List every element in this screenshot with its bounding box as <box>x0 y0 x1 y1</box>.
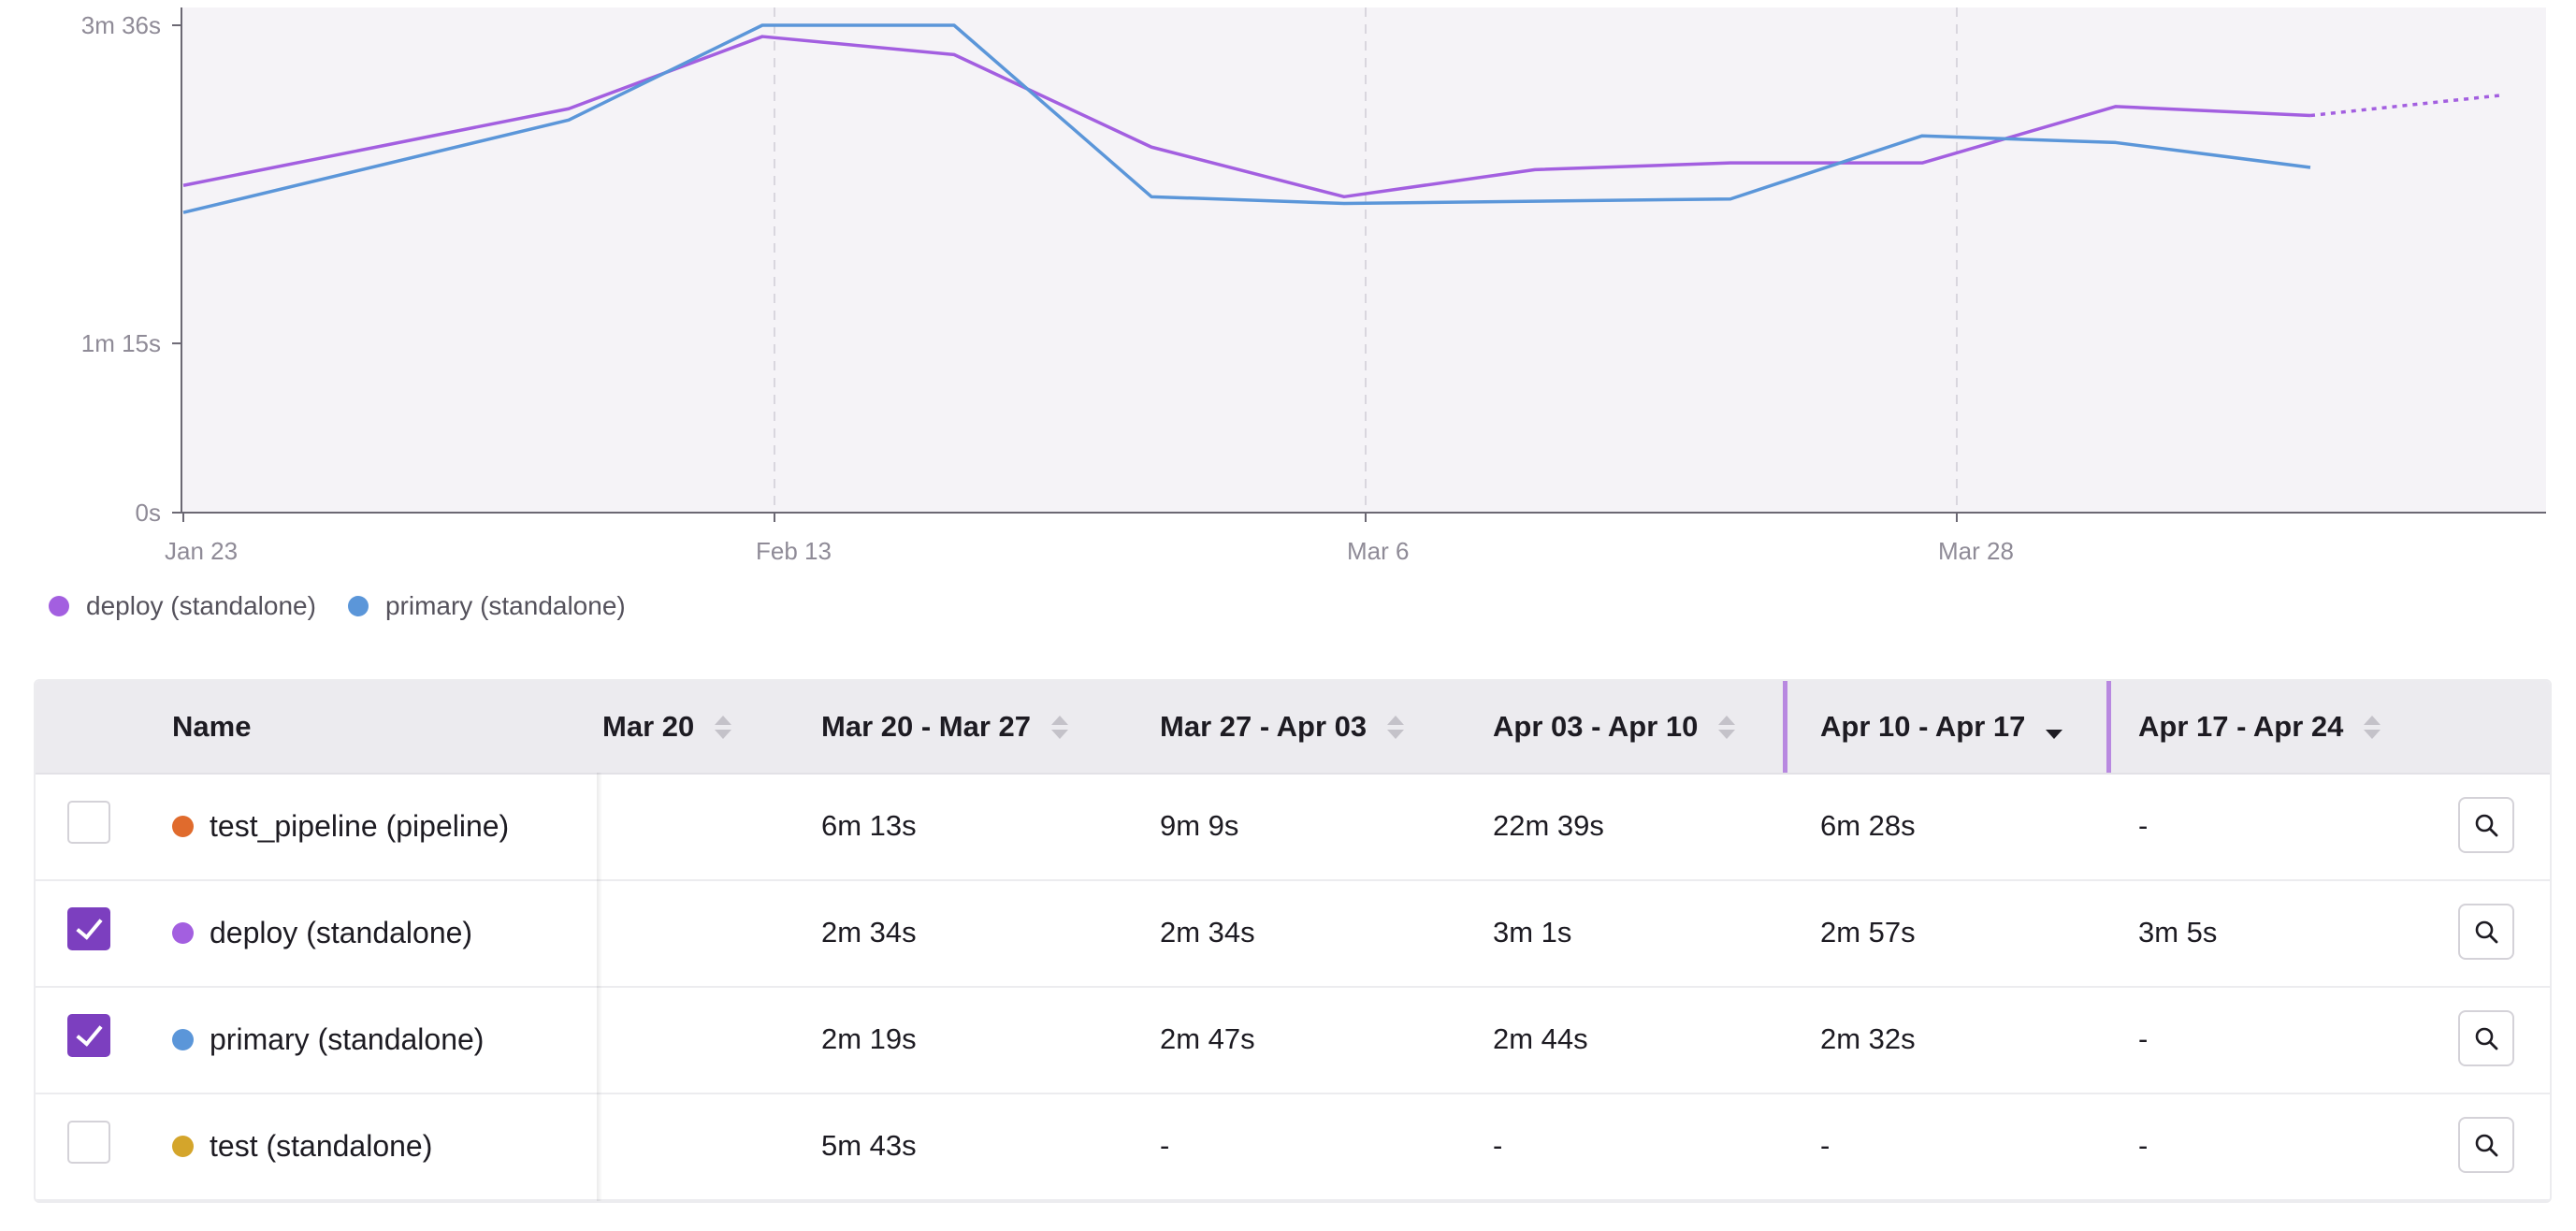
row-inspect-button[interactable] <box>2458 1010 2514 1066</box>
column-header-apr10-apr17[interactable]: Apr 10 - Apr 17 <box>1820 681 2063 773</box>
series-line-0 <box>182 35 2311 199</box>
series-color-dot <box>172 816 194 837</box>
duration-cell: 2m 44s <box>1493 1022 1588 1055</box>
y-tick-label: 1m 15s <box>81 329 161 357</box>
sorted-column-border-right <box>2106 681 2111 773</box>
search-icon <box>2475 1134 2498 1157</box>
duration-cell: 2m 34s <box>1160 916 1255 949</box>
duration-cell: 2m 57s <box>1820 916 1916 949</box>
legend-dot-primary <box>347 596 369 616</box>
row-name: test_pipeline (pipeline) <box>210 809 510 843</box>
row-inspect-button[interactable] <box>2458 904 2514 960</box>
sort-icon[interactable] <box>1718 715 1736 739</box>
row-checkbox[interactable] <box>67 1014 110 1057</box>
table-row[interactable]: deploy (standalone) 2m 34s 2m 34s 3m 1s 2m 5… <box>36 879 2550 988</box>
duration-cell: 9m 9s <box>1160 809 1239 842</box>
duration-cell: - <box>2138 1129 2149 1162</box>
column-header-mar27-apr03[interactable]: Mar 27 - Apr 03 <box>1160 681 1405 773</box>
row-checkbox[interactable] <box>67 801 110 844</box>
table-row[interactable]: test_pipeline (pipeline) 6m 13s 9m 9s 22m 3… <box>36 773 2550 881</box>
series-color-dot <box>172 922 194 944</box>
duration-cell: 2m 19s <box>821 1022 917 1055</box>
column-header-apr03-apr10[interactable]: Apr 03 - Apr 10 <box>1493 681 1736 773</box>
grid-lines <box>774 7 1958 513</box>
pipelines-table: Name Mar 20 Mar 20 - Mar 27 Mar 27 - Apr… <box>34 679 2552 1203</box>
column-label: Apr 10 - Apr 17 <box>1820 710 2026 743</box>
x-tick-label: Mar 28 <box>1938 537 2014 561</box>
series-line-1 <box>182 23 2311 214</box>
sticky-column-shadow <box>597 773 602 1201</box>
row-inspect-button[interactable] <box>2458 1117 2514 1173</box>
row-name: test (standalone) <box>210 1129 433 1163</box>
sort-icon[interactable] <box>2364 715 2381 739</box>
table-row[interactable]: primary (standalone) 2m 19s 2m 47s 2m 44s 2m… <box>36 986 2550 1094</box>
chart-legend: deploy (standalone) primary (standalone) <box>49 591 658 621</box>
duration-cell: 2m 32s <box>1820 1022 1916 1055</box>
duration-cell: 2m 47s <box>1160 1022 1255 1055</box>
duration-cell: - <box>2138 809 2149 842</box>
row-name: primary (standalone) <box>210 1022 485 1056</box>
duration-cell: - <box>1820 1129 1831 1162</box>
column-header-apr17-apr24[interactable]: Apr 17 - Apr 24 <box>2138 681 2381 773</box>
column-header-name[interactable]: Name <box>172 681 251 773</box>
series-color-dot <box>172 1029 194 1050</box>
sort-icon[interactable] <box>1387 715 1405 739</box>
search-icon <box>2475 1027 2498 1050</box>
row-name: deploy (standalone) <box>210 916 473 949</box>
x-tick-label: Feb 13 <box>756 537 832 561</box>
x-tick-label: Mar 6 <box>1347 537 1409 561</box>
legend-label-deploy: deploy (standalone) <box>86 591 316 620</box>
sorted-column-border-left <box>1783 681 1787 773</box>
row-inspect-button[interactable] <box>2458 797 2514 853</box>
series-projection-0 <box>2309 94 2503 118</box>
row-checkbox[interactable] <box>67 1121 110 1164</box>
duration-cell: 5m 43s <box>821 1129 917 1162</box>
table-header: Name Mar 20 Mar 20 - Mar 27 Mar 27 - Apr… <box>36 681 2550 775</box>
duration-cell: 6m 28s <box>1820 809 1916 842</box>
column-header-mar20-mar27[interactable]: Mar 20 - Mar 27 <box>821 681 1068 773</box>
duration-cell: - <box>1493 1129 1503 1162</box>
column-label: Mar 20 - Mar 27 <box>821 710 1031 743</box>
legend-label-primary: primary (standalone) <box>384 591 626 620</box>
duration-cell: 3m 5s <box>2138 916 2218 949</box>
duration-cell: 2m 34s <box>821 916 917 949</box>
column-label: Apr 03 - Apr 10 <box>1493 710 1699 743</box>
row-checkbox[interactable] <box>67 907 110 950</box>
sort-descending-icon[interactable] <box>2046 716 2063 739</box>
legend-dot-deploy <box>49 596 69 616</box>
duration-cell: 6m 13s <box>821 809 917 842</box>
plot-area <box>181 7 2546 513</box>
duration-cell: - <box>2138 1022 2149 1055</box>
series-lines <box>182 23 2503 214</box>
duration-cell: 3m 1s <box>1493 916 1572 949</box>
series-color-dot <box>172 1136 194 1157</box>
duration-cell: 22m 39s <box>1493 809 1604 842</box>
table-row[interactable]: test (standalone) 5m 43s - - - - <box>36 1093 2550 1201</box>
sort-icon[interactable] <box>715 715 732 739</box>
sort-icon[interactable] <box>1051 715 1068 739</box>
legend-item-deploy[interactable]: deploy (standalone) <box>49 591 316 621</box>
legend-item-primary[interactable]: primary (standalone) <box>347 591 626 621</box>
column-label: Name <box>172 710 252 743</box>
duration-line-chart: Jan 23 Feb 13 Mar 6 Mar 28 0s 1m 15s 3m 36s <box>81 7 2546 561</box>
x-tick-label: Jan 23 <box>165 537 238 561</box>
column-header-mar-20[interactable]: Mar 20 <box>602 681 732 773</box>
y-tick-label: 3m 36s <box>81 11 161 39</box>
y-tick-label: 0s <box>136 499 161 527</box>
column-label: Apr 17 - Apr 24 <box>2138 710 2344 743</box>
duration-cell: - <box>1160 1129 1170 1162</box>
search-icon <box>2475 920 2498 944</box>
column-label: Mar 27 - Apr 03 <box>1160 710 1368 743</box>
column-label: Mar 20 <box>602 710 695 743</box>
search-icon <box>2475 814 2498 837</box>
axes: Jan 23 Feb 13 Mar 6 Mar 28 0s 1m 15s 3m 36s <box>81 7 2546 561</box>
